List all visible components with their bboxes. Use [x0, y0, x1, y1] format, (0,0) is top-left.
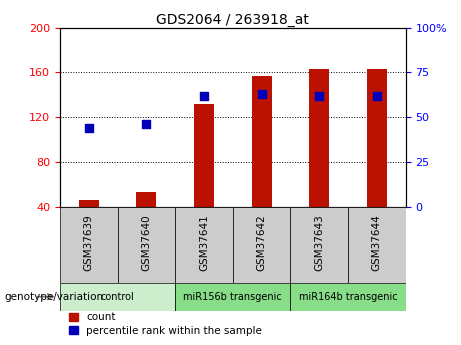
Bar	[309, 69, 329, 207]
Bar	[79, 200, 99, 207]
Bar	[175, 283, 290, 310]
Text: GSM37640: GSM37640	[142, 215, 151, 271]
Point	[85, 125, 92, 131]
Text: GSM37643: GSM37643	[314, 215, 324, 271]
Bar	[175, 207, 233, 283]
Text: GSM37641: GSM37641	[199, 215, 209, 271]
Bar	[290, 283, 406, 310]
Point	[258, 91, 266, 97]
Legend: count, percentile rank within the sample: count, percentile rank within the sample	[65, 308, 266, 340]
Text: GSM37639: GSM37639	[84, 215, 94, 271]
Bar	[60, 283, 175, 310]
Text: control: control	[100, 292, 135, 302]
Text: miR164b transgenic: miR164b transgenic	[299, 292, 397, 302]
Text: miR156b transgenic: miR156b transgenic	[183, 292, 282, 302]
Point	[200, 93, 207, 99]
Point	[373, 93, 381, 99]
Bar	[136, 193, 156, 207]
Bar	[118, 207, 175, 283]
Point	[142, 122, 150, 127]
Bar	[233, 207, 290, 283]
Title: GDS2064 / 263918_at: GDS2064 / 263918_at	[156, 12, 309, 27]
Text: GSM37644: GSM37644	[372, 215, 382, 271]
Text: GSM37642: GSM37642	[257, 215, 266, 271]
Bar	[367, 69, 387, 207]
Bar	[194, 104, 214, 207]
Bar	[290, 207, 348, 283]
Text: genotype/variation: genotype/variation	[5, 292, 104, 302]
Point	[315, 93, 323, 99]
Bar	[348, 207, 406, 283]
Bar	[252, 76, 272, 207]
Bar	[60, 207, 118, 283]
